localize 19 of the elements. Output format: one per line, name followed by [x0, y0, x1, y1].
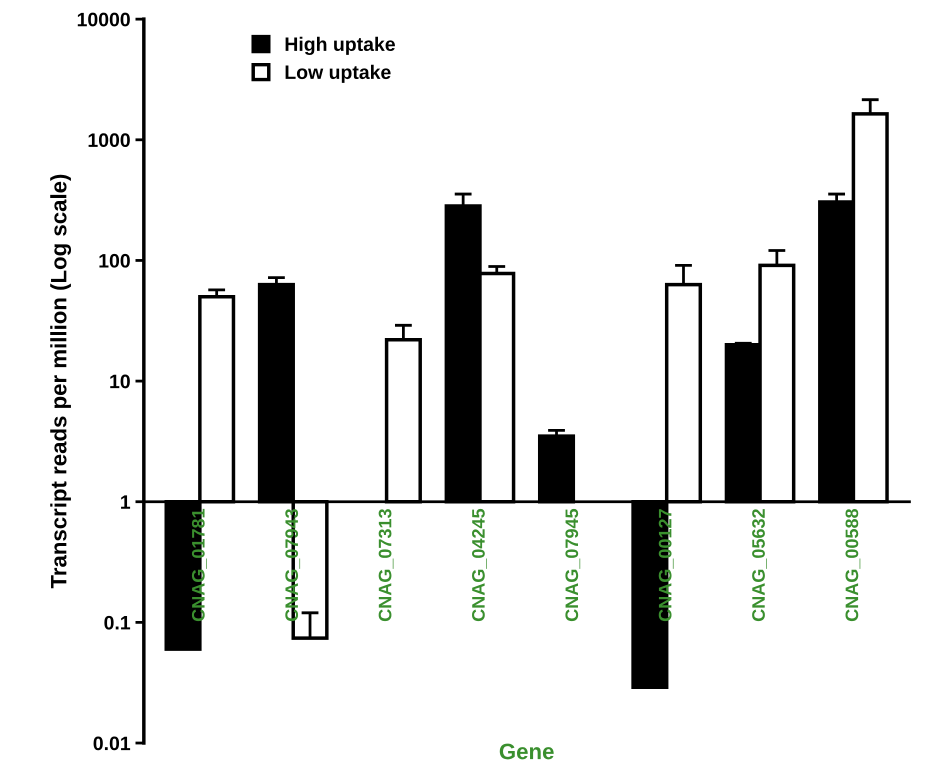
x-tick-label: CNAG_05632 [752, 509, 767, 622]
x-tick-label: CNAG_00588 [845, 508, 860, 622]
x-axis-title: Gene [500, 744, 554, 760]
y-tick-label: 1000 [88, 133, 130, 148]
x-tick-label: CNAG_07313 [378, 509, 394, 622]
legend-label: Low uptake [286, 64, 391, 83]
y-tick-label: 0.01 [94, 736, 130, 750]
x-tick-label: CNAG_07943 [285, 509, 300, 622]
y-axis-title: Transcript reads per million (Log scale) [50, 174, 72, 588]
x-tick-label: CNAG_00127 [658, 509, 674, 622]
y-tick-label: 10000 [78, 12, 130, 26]
y-tick-label: 100 [99, 254, 130, 268]
legend-label: High uptake [286, 36, 395, 55]
y-tick-label: 1 [121, 495, 130, 509]
y-tick-label: 10 [110, 374, 130, 388]
x-tick-label: CNAG_07945 [565, 508, 580, 622]
y-tick-label: 0.1 [104, 616, 130, 630]
x-tick-label: CNAG_04245 [472, 508, 487, 622]
x-tick-label: CNAG_01781 [192, 508, 207, 622]
